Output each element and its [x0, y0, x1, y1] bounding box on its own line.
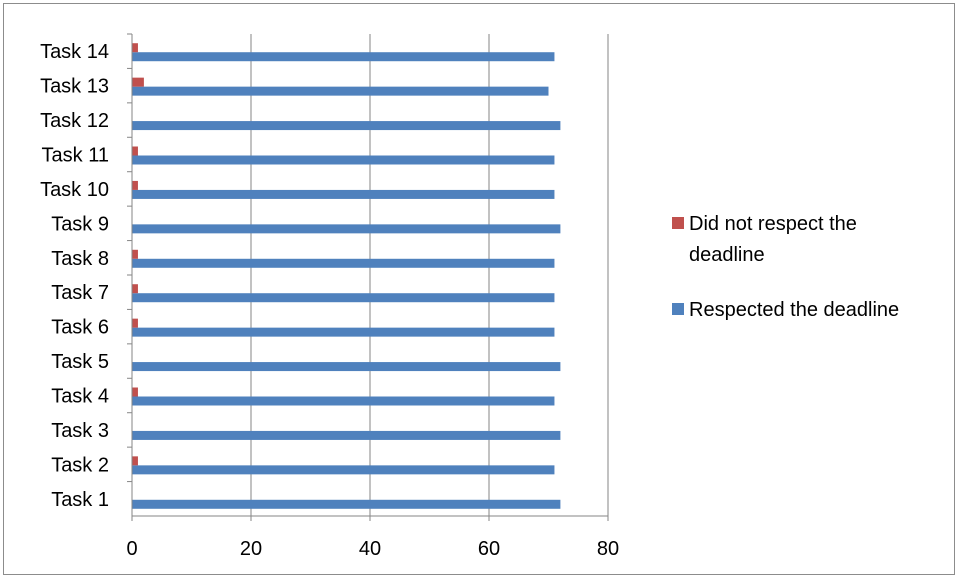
bar-chart: 0 20 40 60 80 Task 1 Task 2 Task 3 Task 4 Task 5…	[40, 33, 899, 560]
category-label: Task 6	[51, 317, 109, 339]
bar-respected	[132, 430, 561, 440]
x-tick-label: 40	[359, 538, 381, 560]
bar-not-respected	[132, 180, 138, 190]
gridlines	[250, 34, 609, 516]
x-tick-label: 20	[240, 538, 262, 560]
category-label: Task 7	[51, 282, 109, 304]
category-labels: Task 1 Task 2 Task 3 Task 4 Task 5 Task 6 Task…	[40, 41, 109, 511]
bar-respected	[132, 155, 555, 165]
bar-respected	[132, 362, 561, 372]
bar-not-respected	[132, 146, 138, 156]
legend-swatch	[672, 217, 684, 229]
category-label: Task 9	[51, 213, 109, 235]
bars	[132, 43, 561, 509]
legend: Did not respect the deadline Respected the…	[672, 213, 899, 321]
bar-not-respected	[132, 456, 138, 466]
category-label: Task 12	[40, 110, 109, 132]
bar-not-respected	[132, 249, 138, 259]
category-label: Task 14	[40, 41, 109, 63]
category-label: Task 13	[40, 76, 109, 98]
bar-respected	[132, 224, 561, 234]
category-label: Task 5	[51, 351, 109, 373]
x-tick-label: 0	[126, 538, 137, 560]
legend-label: Did not respect the	[689, 213, 857, 235]
bar-respected	[132, 293, 555, 303]
bar-respected	[132, 499, 561, 509]
bar-not-respected	[132, 43, 138, 53]
x-tick-label: 60	[478, 538, 500, 560]
category-label: Task 10	[40, 179, 109, 201]
bar-respected	[132, 121, 561, 131]
category-label: Task 2	[51, 454, 109, 476]
legend-swatch	[672, 303, 684, 315]
category-label: Task 3	[51, 420, 109, 442]
bar-respected	[132, 258, 555, 268]
legend-label: deadline	[689, 244, 765, 266]
x-tick-label: 80	[597, 538, 619, 560]
bar-not-respected	[132, 77, 144, 87]
category-label: Task 11	[42, 145, 109, 167]
bar-not-respected	[132, 318, 138, 328]
bar-not-respected	[132, 387, 138, 397]
category-label: Task 1	[51, 489, 109, 511]
x-tick-labels: 0 20 40 60 80	[126, 538, 619, 560]
bar-respected	[132, 189, 555, 199]
bar-not-respected	[132, 284, 138, 294]
bar-respected	[132, 52, 555, 62]
legend-label: Respected the deadline	[689, 299, 899, 321]
bar-respected	[132, 396, 555, 406]
axes	[127, 33, 609, 521]
chart-frame: 0 20 40 60 80 Task 1 Task 2 Task 3 Task 4 Task 5…	[3, 3, 955, 575]
bar-respected	[132, 86, 549, 96]
bar-respected	[132, 327, 555, 337]
bar-respected	[132, 465, 555, 475]
category-label: Task 4	[51, 386, 109, 408]
category-label: Task 8	[51, 248, 109, 270]
